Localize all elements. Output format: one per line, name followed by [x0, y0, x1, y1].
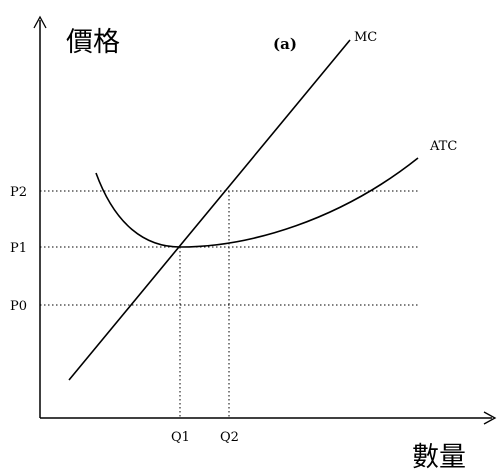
mc-label: MC — [354, 30, 377, 45]
mc-curve — [68, 39, 351, 381]
y-axis-label: 價格 — [66, 27, 120, 58]
y-axis-arrowhead — [33, 15, 47, 29]
axes — [33, 15, 497, 425]
x-axis-label: 數量 — [412, 442, 466, 472]
atc-label: ATC — [429, 139, 457, 154]
p2-label: P2 — [10, 185, 27, 200]
panel-label: (a) — [273, 35, 297, 53]
p1-label: P1 — [10, 241, 27, 256]
atc-curve — [95, 157, 419, 248]
p0-label: P0 — [10, 299, 27, 314]
x-axis-arrowhead — [483, 411, 497, 425]
quantity-guides — [179, 191, 230, 418]
q2-label: Q2 — [220, 430, 239, 445]
q1-label: Q1 — [171, 430, 190, 445]
